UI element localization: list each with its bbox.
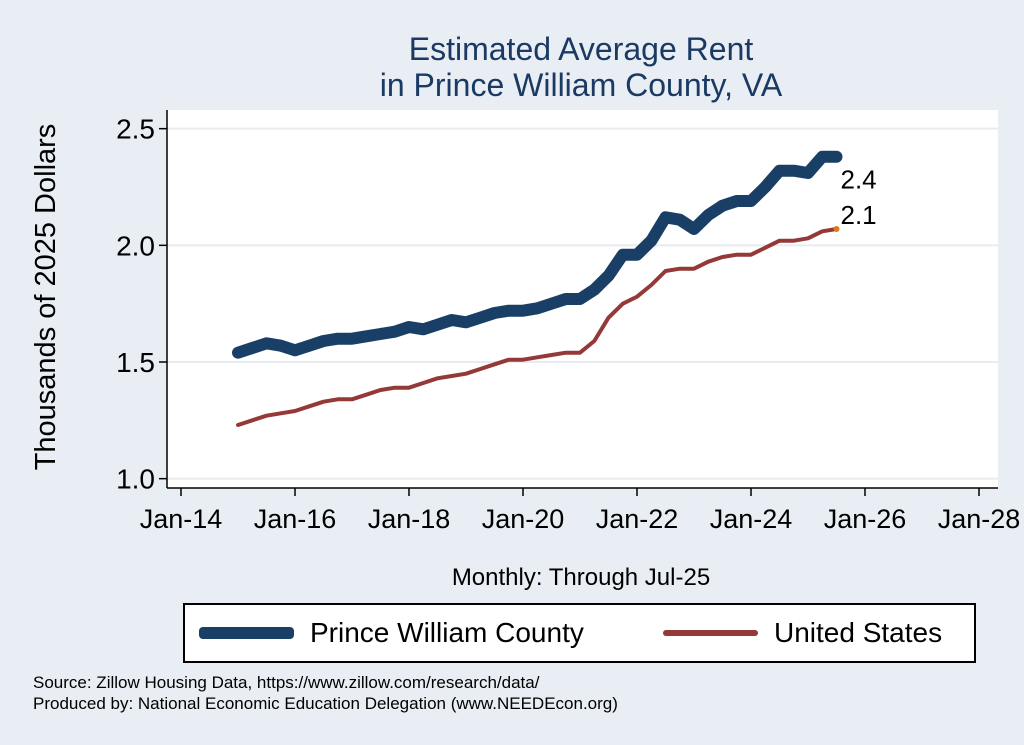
legend-item-united-states: United States	[663, 605, 942, 661]
x-tick-label-7: Jan-28	[938, 504, 1021, 534]
chart-title-line-2: in Prince William County, VA	[380, 67, 783, 103]
y-tick-label-0: 1.0	[116, 464, 155, 495]
chart-title-line-1: Estimated Average Rent	[409, 31, 754, 67]
series-line-0	[232, 150, 843, 359]
x-tick-label-1: Jan-16	[254, 504, 337, 534]
legend: Prince William County United States	[183, 603, 976, 663]
end-point-1	[833, 226, 840, 232]
legend-label-prince-william: Prince William County	[310, 617, 584, 648]
x-tick-label-3: Jan-20	[482, 504, 565, 534]
source-line: Source: Zillow Housing Data, https://www…	[33, 673, 540, 692]
end-labels: 2.42.1	[833, 165, 877, 232]
legend-swatch-united-states	[663, 630, 758, 636]
end-label-1: 2.1	[841, 200, 877, 230]
x-axis-title: Monthly: Through Jul-25	[452, 564, 710, 591]
legend-item-prince-william: Prince William County	[199, 605, 584, 661]
end-label-0: 2.4	[841, 165, 877, 195]
legend-swatch-prince-william	[199, 627, 294, 639]
source-notes: Source: Zillow Housing Data, https://www…	[33, 672, 618, 714]
x-tick-label-4: Jan-22	[596, 504, 679, 534]
series-lines	[232, 150, 843, 427]
axes: 1.0 1.5 2.0 2.5 Jan-14 Jan-16 Jan-18 Jan-20 Jan-…	[116, 110, 1020, 534]
x-tick-label-6: Jan-26	[824, 504, 907, 534]
produced-by-line: Produced by: National Economic Education…	[33, 694, 618, 713]
legend-label-united-states: United States	[774, 617, 943, 648]
y-tick-label-1: 1.5	[116, 347, 155, 378]
x-tick-label-5: Jan-24	[710, 504, 793, 534]
x-tick-label-2: Jan-18	[368, 504, 451, 534]
y-tick-label-2: 2.0	[116, 230, 155, 261]
x-tick-label-0: Jan-14	[140, 504, 223, 534]
gridlines	[167, 127, 998, 480]
y-axis-title: Thousands of 2025 Dollars	[30, 124, 62, 471]
y-tick-label-3: 2.5	[116, 114, 155, 145]
series-line-1	[236, 227, 839, 427]
